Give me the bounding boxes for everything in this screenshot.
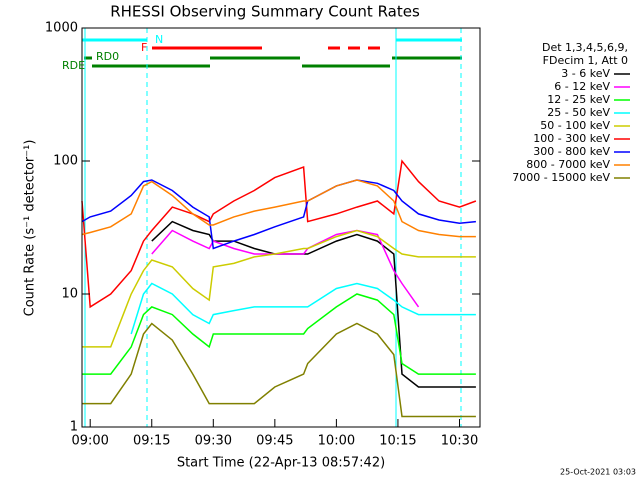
flag-bars (82, 28, 462, 427)
legend-label: 300 - 800 keV (533, 145, 610, 158)
x-tick-label: 09:15 (133, 434, 170, 449)
y-axis-label: Count Rate (s⁻¹ detector⁻¹) (23, 140, 38, 317)
legend-header: Det 1,3,4,5,6,9, (542, 41, 628, 54)
flag-label: F (141, 41, 147, 54)
series-line (151, 220, 476, 388)
flag-label: RDE (62, 59, 85, 72)
legend-label: 12 - 25 keV (547, 93, 610, 106)
y-tick-label: 1000 (45, 21, 78, 36)
series-line (81, 179, 476, 250)
x-tick-label: 09:00 (71, 434, 108, 449)
x-tick-label: 10:00 (318, 434, 355, 449)
legend-label: 7000 - 15000 keV (512, 171, 610, 184)
series-line (130, 282, 476, 335)
series-line (82, 322, 476, 418)
plot-area (81, 159, 477, 418)
y-tick-label: 100 (53, 154, 78, 169)
flag-label: RD0 (96, 50, 119, 63)
series-line (81, 159, 477, 309)
legend-label: 3 - 6 keV (561, 67, 610, 80)
legend-label: 100 - 300 keV (533, 132, 610, 145)
legend-label: 6 - 12 keV (554, 80, 610, 93)
x-tick-label: 09:30 (195, 434, 232, 449)
x-tick-label: 10:15 (379, 434, 416, 449)
timestamp: 25-Oct-2021 03:03 (560, 468, 636, 477)
x-tick-label: 10:30 (441, 434, 478, 449)
series-line (151, 229, 420, 308)
x-tick-label: 09:45 (256, 434, 293, 449)
legend-header: FDecim 1, Att 0 (543, 54, 628, 67)
flag-label: N (155, 33, 163, 46)
series-line (82, 293, 476, 375)
y-tick-label: 10 (61, 287, 78, 302)
legend-label: 50 - 100 keV (540, 119, 610, 132)
axes-frame (81, 27, 481, 428)
chart-title: RHESSI Observing Summary Count Rates (110, 3, 420, 21)
series-line (82, 229, 476, 348)
y-tick-label: 1 (70, 420, 78, 435)
legend-label: 800 - 7000 keV (526, 158, 610, 171)
legend-label: 25 - 50 keV (547, 106, 610, 119)
series-line (81, 179, 476, 238)
x-axis-label: Start Time (22-Apr-13 08:57:42) (177, 456, 385, 471)
